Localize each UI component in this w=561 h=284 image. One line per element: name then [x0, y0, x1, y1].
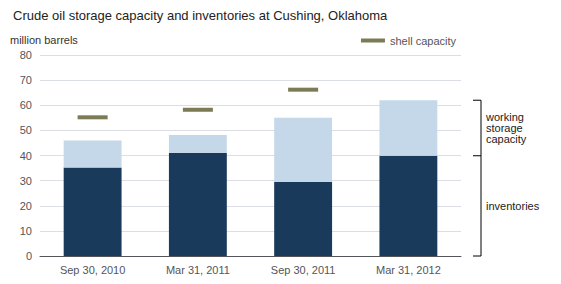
- svg-text:Crude oil storage capacity and: Crude oil storage capacity and inventori…: [13, 8, 388, 23]
- svg-text:Mar 31, 2012: Mar 31, 2012: [376, 264, 441, 276]
- svg-text:Sep 30, 2011: Sep 30, 2011: [271, 264, 336, 276]
- svg-text:20: 20: [20, 200, 32, 212]
- svg-text:50: 50: [20, 124, 32, 136]
- svg-text:storage: storage: [486, 122, 523, 134]
- svg-text:Sep 30, 2010: Sep 30, 2010: [60, 264, 125, 276]
- svg-text:million barrels: million barrels: [10, 34, 78, 46]
- svg-text:working: working: [486, 111, 524, 123]
- svg-text:inventories: inventories: [486, 200, 540, 212]
- svg-text:80: 80: [20, 49, 32, 61]
- svg-text:0: 0: [26, 250, 32, 262]
- svg-text:shell capacity: shell capacity: [390, 35, 457, 47]
- svg-text:40: 40: [20, 150, 32, 162]
- svg-text:30: 30: [20, 175, 32, 187]
- svg-text:Mar 31, 2011: Mar 31, 2011: [166, 264, 230, 276]
- svg-text:10: 10: [20, 225, 32, 237]
- svg-text:capacity: capacity: [486, 133, 527, 145]
- svg-text:70: 70: [20, 74, 32, 86]
- svg-text:60: 60: [20, 99, 32, 111]
